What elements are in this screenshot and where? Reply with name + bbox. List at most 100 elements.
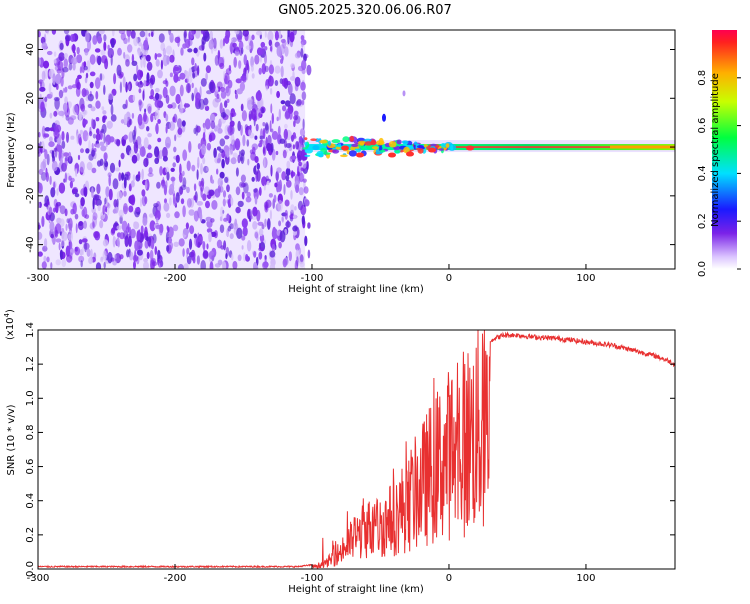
noise-blob xyxy=(56,188,59,196)
noise-blob xyxy=(146,236,149,242)
noise-blob xyxy=(94,48,101,53)
noise-blob xyxy=(173,146,177,153)
noise-blob xyxy=(110,103,114,116)
noise-blob xyxy=(109,162,116,173)
noise-blob xyxy=(110,38,115,48)
noise-blob xyxy=(41,42,48,50)
noise-blob xyxy=(123,113,128,125)
noise-blob xyxy=(59,42,64,51)
noise-blob xyxy=(251,215,257,220)
noise-blob xyxy=(74,213,79,220)
noise-blob xyxy=(154,210,161,221)
scintillation-blob xyxy=(438,148,444,151)
noise-blob xyxy=(172,162,176,168)
noise-blob xyxy=(205,200,210,209)
noise-blob xyxy=(303,186,309,194)
noise-blob xyxy=(95,133,101,141)
noise-blob xyxy=(135,207,141,213)
noise-blob xyxy=(38,182,43,194)
noise-blob xyxy=(269,45,273,52)
noise-blob xyxy=(48,206,53,217)
noise-blob xyxy=(216,81,223,90)
noise-blob xyxy=(186,198,192,208)
noise-blob xyxy=(219,39,224,49)
noise-blob xyxy=(99,141,105,146)
noise-blob xyxy=(107,172,112,178)
noise-blob xyxy=(282,105,287,112)
noise-blob xyxy=(141,195,147,207)
noise-blob xyxy=(138,42,143,47)
noise-blob xyxy=(300,47,304,58)
noise-blob xyxy=(95,90,99,100)
noise-blob xyxy=(268,39,272,46)
noise-blob xyxy=(63,30,70,35)
spectrogram-panel: -300 -200 -100 0 100 40 20 0 -20 -40 Height of s… xyxy=(6,29,676,295)
noise-blob xyxy=(96,128,100,135)
noise-blob xyxy=(123,190,127,197)
noise-blob xyxy=(83,65,88,71)
noise-blob xyxy=(76,81,81,90)
noise-blob xyxy=(105,186,110,198)
noise-blob xyxy=(265,124,269,134)
noise-blob xyxy=(238,60,242,69)
noise-blob xyxy=(143,137,149,149)
noise-blob xyxy=(165,125,168,134)
noise-blob xyxy=(292,225,298,232)
noise-blob xyxy=(216,158,221,164)
noise-blob xyxy=(39,81,43,88)
noise-blob xyxy=(150,74,156,86)
noise-blob xyxy=(38,131,41,138)
noise-blob xyxy=(251,34,255,41)
noise-blob xyxy=(290,170,294,179)
noise-blob xyxy=(289,31,295,43)
noise-blob xyxy=(41,70,46,82)
noise-blob xyxy=(224,135,230,140)
noise-blob xyxy=(264,53,267,65)
noise-blob xyxy=(39,146,43,154)
noise-blob xyxy=(179,163,182,175)
noise-blob xyxy=(182,43,187,49)
noise-blob xyxy=(117,47,122,56)
noise-blob xyxy=(128,83,131,91)
noise-blob xyxy=(264,65,269,73)
noise-blob xyxy=(235,186,241,196)
noise-blob xyxy=(302,118,305,130)
noise-blob xyxy=(96,183,101,195)
noise-blob xyxy=(195,124,199,136)
noise-blob xyxy=(113,73,117,85)
noise-blob xyxy=(72,104,79,115)
noise-blob xyxy=(168,121,176,131)
noise-blob xyxy=(236,227,243,239)
noise-blob xyxy=(250,215,253,220)
noise-blob xyxy=(222,38,225,47)
noise-blob xyxy=(64,96,68,104)
noise-blob xyxy=(38,231,43,240)
noise-blob xyxy=(192,72,196,79)
noise-blob xyxy=(147,172,154,177)
noise-blob xyxy=(155,217,159,223)
noise-blob xyxy=(172,116,176,123)
noise-blob xyxy=(149,249,154,261)
noise-blob xyxy=(290,135,297,140)
noise-blob xyxy=(165,45,173,55)
noise-blob xyxy=(54,123,59,136)
noise-blob xyxy=(66,131,69,143)
noise-blob xyxy=(193,47,198,54)
noise-blob xyxy=(77,74,82,80)
noise-blob xyxy=(255,107,262,120)
noise-blob xyxy=(301,215,305,225)
noise-blob xyxy=(240,149,245,157)
noise-blob xyxy=(182,248,185,257)
noise-blob xyxy=(133,260,136,269)
noise-blob xyxy=(81,209,86,217)
noise-blob xyxy=(203,52,207,62)
noise-blob xyxy=(83,89,90,96)
noise-blob xyxy=(131,53,135,63)
noise-blob xyxy=(285,167,291,176)
noise-blob xyxy=(119,254,124,260)
noise-blob xyxy=(121,172,125,181)
noise-blob xyxy=(205,72,208,81)
noise-blob xyxy=(133,221,140,230)
noise-blob xyxy=(44,149,48,160)
noise-blob xyxy=(43,255,47,262)
